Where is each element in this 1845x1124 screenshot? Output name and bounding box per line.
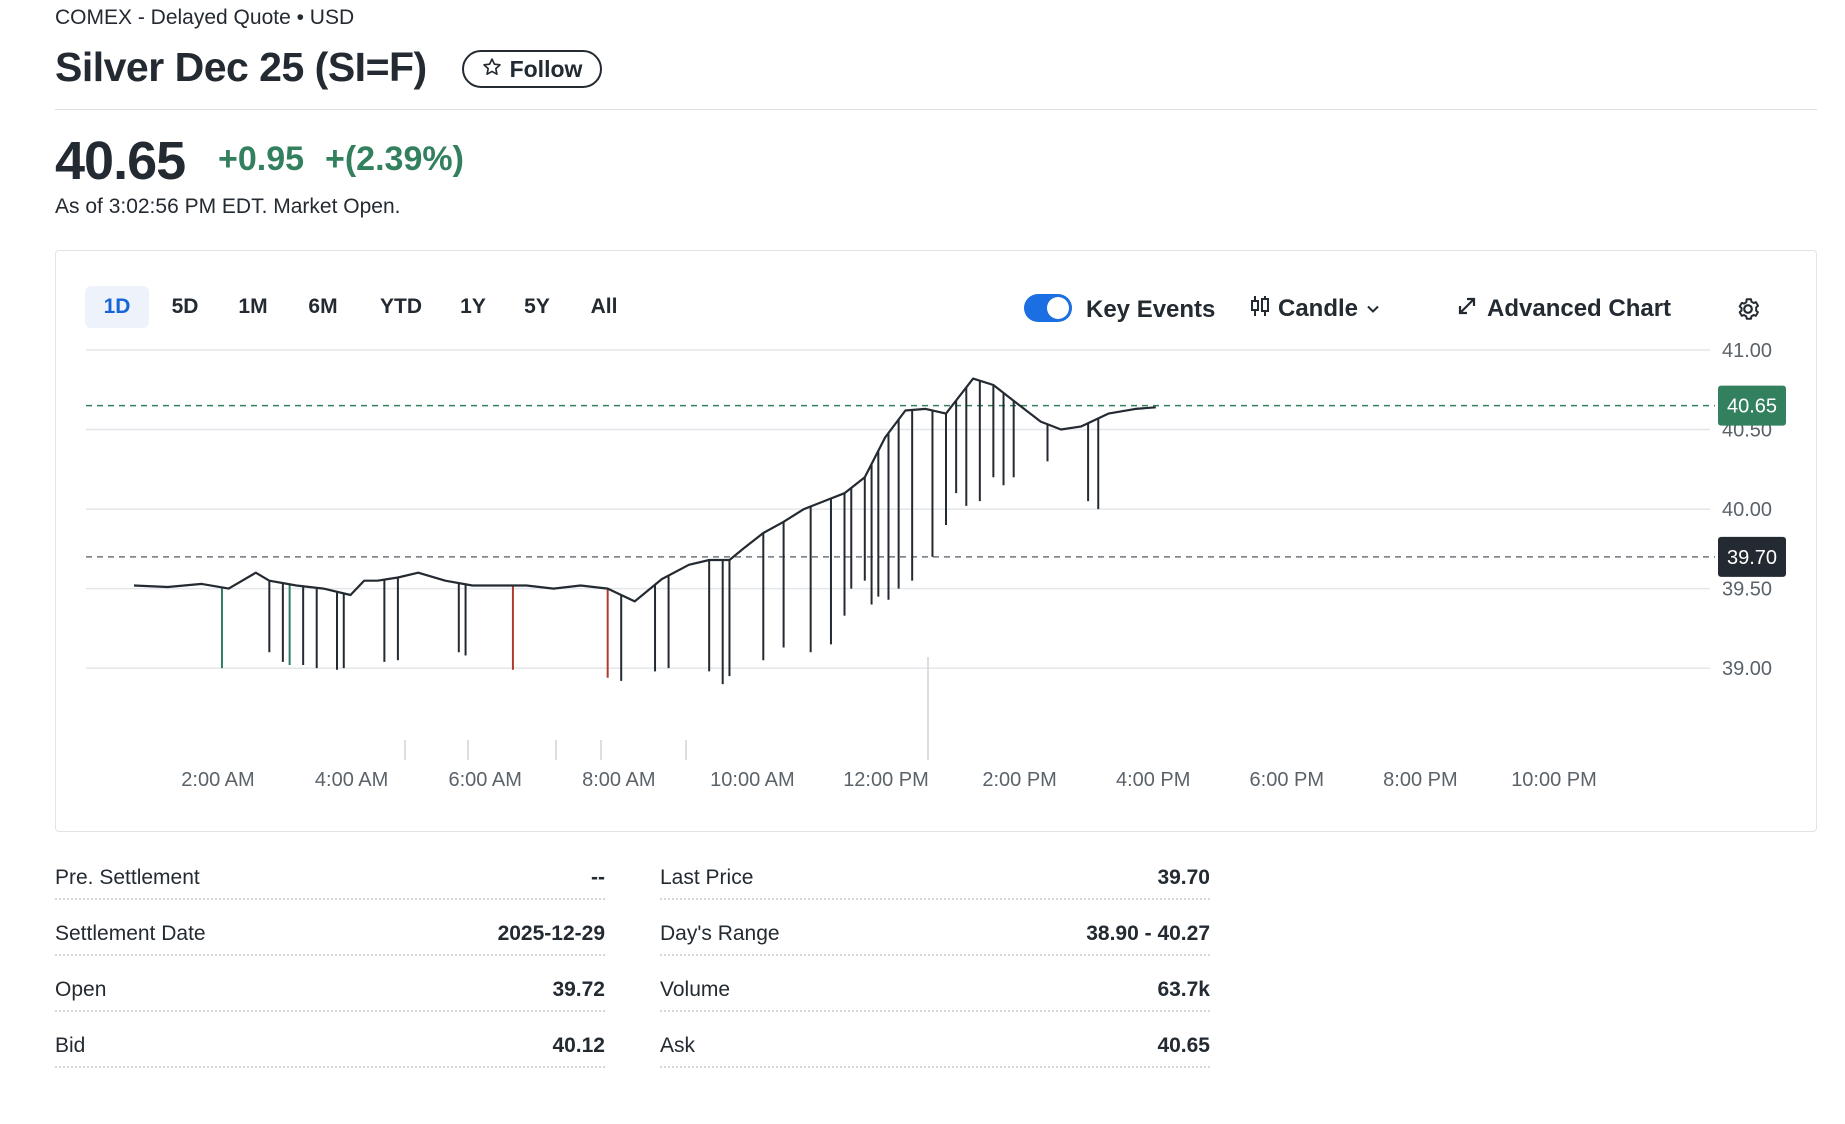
range-button-5y[interactable]: 5Y <box>524 295 550 318</box>
range-button-1m[interactable]: 1M <box>238 295 268 318</box>
range-button-5d[interactable]: 5D <box>171 295 199 318</box>
stat-value: -- <box>591 866 605 889</box>
advanced-chart-label: Advanced Chart <box>1487 295 1672 322</box>
stat-value: 39.70 <box>1157 866 1210 889</box>
stat-label: Bid <box>55 1034 86 1057</box>
chart-type-dropdown[interactable]: Candle <box>1250 294 1380 324</box>
stat-row: Settlement Date 2025-12-29 <box>55 912 605 956</box>
follow-button[interactable]: Follow <box>462 50 602 88</box>
chevron-down-icon <box>1366 295 1380 323</box>
exchange-subtitle: COMEX - Delayed Quote • USD <box>55 6 355 29</box>
gear-icon[interactable] <box>1735 296 1761 322</box>
key-events-toggle[interactable] <box>1024 294 1072 322</box>
expand-icon <box>1457 295 1477 323</box>
stat-row: Bid 40.12 <box>55 1024 605 1068</box>
page-title: Silver Dec 25 (SI=F) <box>55 44 427 90</box>
stat-row: Open 39.72 <box>55 968 605 1012</box>
price-change: +0.95 <box>218 140 305 178</box>
chart-type-label: Candle <box>1278 295 1359 322</box>
range-button-ytd[interactable]: YTD <box>380 295 422 318</box>
quote-timestamp: As of 3:02:56 PM EDT. Market Open. <box>55 195 401 218</box>
stat-label: Settlement Date <box>55 922 206 945</box>
stat-value: 63.7k <box>1157 978 1210 1001</box>
range-button-1d[interactable]: 1D <box>85 286 149 328</box>
star-icon <box>482 56 502 83</box>
range-button-1y[interactable]: 1Y <box>460 295 486 318</box>
stat-label: Open <box>55 978 107 1001</box>
stat-label: Last Price <box>660 866 754 889</box>
stat-label: Pre. Settlement <box>55 866 200 889</box>
stat-value: 40.65 <box>1157 1034 1210 1057</box>
stat-row: Last Price 39.70 <box>660 856 1210 900</box>
range-button-all[interactable]: All <box>590 295 618 318</box>
stat-row: Ask 40.65 <box>660 1024 1210 1068</box>
stat-value: 2025-12-29 <box>497 922 605 945</box>
range-button-6m[interactable]: 6M <box>308 295 338 318</box>
stat-row: Day's Range 38.90 - 40.27 <box>660 912 1210 956</box>
stat-value: 39.72 <box>552 978 605 1001</box>
stat-value: 40.12 <box>552 1034 605 1057</box>
stat-row: Pre. Settlement -- <box>55 856 605 900</box>
stat-row: Volume 63.7k <box>660 968 1210 1012</box>
advanced-chart-button[interactable]: Advanced Chart <box>1457 294 1671 324</box>
current-price: 40.65 <box>55 131 186 191</box>
toggle-knob <box>1047 297 1069 319</box>
price-change-percent: +(2.39%) <box>325 140 464 178</box>
stat-label: Day's Range <box>660 922 780 945</box>
stat-label: Ask <box>660 1034 696 1057</box>
header-divider <box>55 109 1817 110</box>
candlestick-icon <box>1250 294 1270 325</box>
key-events-label: Key Events <box>1086 296 1216 323</box>
stat-label: Volume <box>660 978 731 1001</box>
follow-label: Follow <box>509 55 583 82</box>
stat-value: 38.90 - 40.27 <box>1086 922 1210 945</box>
chart-card <box>55 250 1817 832</box>
